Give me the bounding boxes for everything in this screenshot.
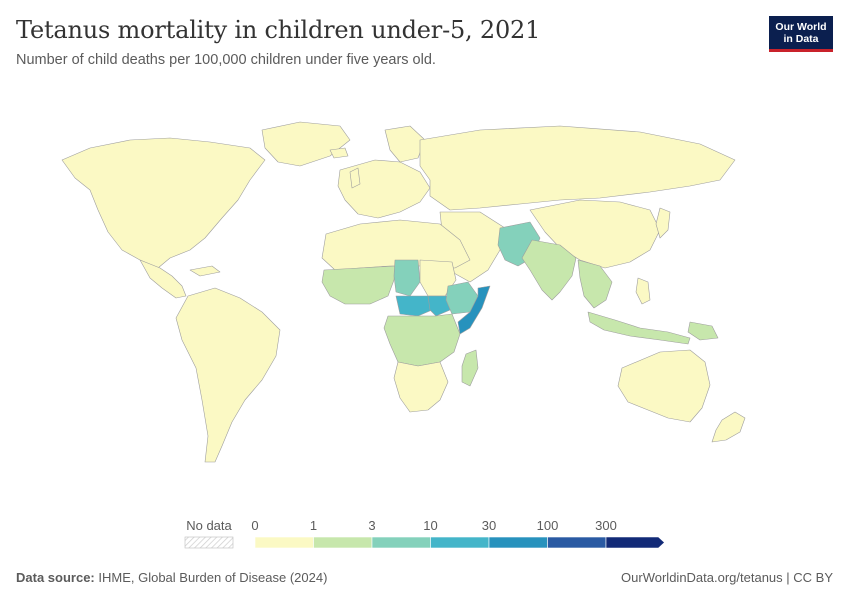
legend-tick-2: 3 bbox=[368, 518, 375, 533]
data-source: Data source: IHME, Global Burden of Dise… bbox=[16, 570, 327, 585]
region-central-east-africa[interactable] bbox=[383, 313, 461, 367]
legend-swatch-1[interactable] bbox=[313, 536, 373, 549]
region-greenland[interactable] bbox=[261, 121, 351, 167]
region-central-african-republic[interactable] bbox=[395, 295, 433, 317]
legend-tick-6: 300 bbox=[595, 518, 617, 533]
data-source-label: Data source: bbox=[16, 570, 95, 585]
region-philippines[interactable] bbox=[635, 277, 651, 305]
map-legend: No data 0 1 3 10 30 100 300 bbox=[184, 518, 665, 549]
region-europe[interactable] bbox=[337, 159, 431, 219]
region-chad[interactable] bbox=[393, 259, 421, 297]
region-west-africa[interactable] bbox=[321, 265, 396, 305]
legend-swatch-4[interactable] bbox=[488, 536, 548, 549]
region-indonesia[interactable] bbox=[587, 311, 691, 345]
region-southeast-asia[interactable] bbox=[577, 259, 613, 309]
legend-tick-4: 30 bbox=[482, 518, 496, 533]
region-uk[interactable] bbox=[349, 167, 361, 189]
legend-tick-3: 10 bbox=[423, 518, 437, 533]
chart-title: Tetanus mortality in children under-5, 2… bbox=[16, 16, 541, 44]
world-map[interactable] bbox=[0, 100, 850, 480]
region-madagascar[interactable] bbox=[461, 349, 479, 387]
source-url-link[interactable]: OurWorldinData.org/tetanus | CC BY bbox=[621, 570, 833, 585]
chart-subtitle: Number of child deaths per 100,000 child… bbox=[16, 52, 436, 68]
legend-tick-1: 1 bbox=[310, 518, 317, 533]
region-iceland[interactable] bbox=[329, 147, 349, 159]
legend-no-data-swatch[interactable] bbox=[184, 536, 234, 549]
region-india[interactable] bbox=[521, 239, 577, 301]
legend-swatch-0[interactable] bbox=[254, 536, 314, 549]
logo-line-1: Our World bbox=[775, 21, 827, 33]
legend-swatch-3[interactable] bbox=[430, 536, 490, 549]
region-scandinavia[interactable] bbox=[384, 125, 426, 163]
region-central-america[interactable] bbox=[139, 259, 187, 299]
region-southern-africa[interactable] bbox=[393, 361, 449, 413]
region-russia[interactable] bbox=[419, 125, 736, 211]
legend-swatch-2[interactable] bbox=[371, 536, 431, 549]
region-south-sudan[interactable] bbox=[427, 295, 451, 317]
region-new-zealand[interactable] bbox=[711, 411, 746, 443]
region-north-america[interactable] bbox=[61, 137, 266, 269]
owid-logo[interactable]: Our World in Data bbox=[769, 16, 833, 52]
region-caribbean[interactable] bbox=[189, 265, 221, 277]
legend-swatch-5[interactable] bbox=[547, 536, 607, 549]
legend-tick-0: 0 bbox=[251, 518, 258, 533]
legend-tick-5: 100 bbox=[537, 518, 559, 533]
region-japan[interactable] bbox=[655, 207, 671, 239]
region-australia[interactable] bbox=[617, 349, 711, 423]
logo-line-2: in Data bbox=[783, 33, 819, 45]
region-south-america[interactable] bbox=[175, 287, 281, 463]
legend-swatch-6[interactable] bbox=[605, 536, 665, 549]
legend-no-data-label: No data bbox=[186, 518, 232, 533]
data-source-text: IHME, Global Burden of Disease (2024) bbox=[98, 570, 328, 585]
region-papua[interactable] bbox=[687, 321, 719, 341]
